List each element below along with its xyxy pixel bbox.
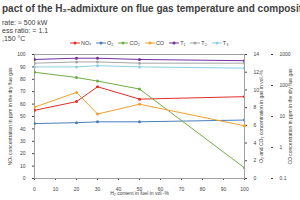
svg-text:0.1: 0.1 xyxy=(280,175,287,181)
html-text:T₂: T₂ xyxy=(201,40,207,46)
svg-text:40: 40 xyxy=(20,126,26,132)
html-text:,150 °C: ,150 °C xyxy=(2,35,26,42)
html-text:CO: CO xyxy=(155,40,165,46)
svg-text:0: 0 xyxy=(23,175,26,181)
svg-text:100: 100 xyxy=(17,51,26,57)
svg-text:20: 20 xyxy=(20,150,26,156)
html-text:T₃: T₃ xyxy=(222,40,229,46)
svg-text:90: 90 xyxy=(221,186,227,192)
svg-text:NOₓ concentration in ppm in th: NOₓ concentration in ppm in the dry flue… xyxy=(7,67,13,165)
svg-text:70: 70 xyxy=(20,88,26,94)
svg-text:80: 80 xyxy=(200,186,206,192)
svg-text:10: 10 xyxy=(253,86,260,93)
svg-text:50: 50 xyxy=(20,113,26,119)
svg-text:90: 90 xyxy=(20,64,26,70)
svg-text:30: 30 xyxy=(95,186,101,192)
svg-text:100: 100 xyxy=(240,186,249,192)
svg-text:1: 1 xyxy=(280,144,283,150)
svg-text:20: 20 xyxy=(74,186,80,192)
html-text:O₂: O₂ xyxy=(107,40,114,46)
svg-text:0: 0 xyxy=(33,186,36,192)
svg-text:14: 14 xyxy=(254,51,260,57)
html-text:rate: ≈ 500 kW: rate: ≈ 500 kW xyxy=(2,19,48,26)
svg-text:O₂ and CO₂ concentration in ga: O₂ and CO₂ concentration in gas in vol.-… xyxy=(258,69,264,163)
svg-text:70: 70 xyxy=(179,186,185,192)
html-text:CO₂: CO₂ xyxy=(129,40,140,46)
svg-text:2: 2 xyxy=(254,157,257,163)
svg-text:100: 100 xyxy=(279,82,288,89)
html-text:T₁: T₁ xyxy=(180,40,186,46)
svg-text:6: 6 xyxy=(254,122,257,128)
svg-text:12: 12 xyxy=(253,68,260,75)
html-text:ess ratio: = 1.1: ess ratio: = 1.1 xyxy=(2,27,49,34)
svg-text:80: 80 xyxy=(20,76,26,82)
svg-text:0: 0 xyxy=(254,175,257,181)
svg-text:1000: 1000 xyxy=(280,51,291,57)
svg-text:30: 30 xyxy=(20,138,26,144)
svg-text:60: 60 xyxy=(20,101,26,107)
svg-text:CO concentration in ppm in the: CO concentration in ppm in the dry flue … xyxy=(287,68,293,165)
svg-text:10: 10 xyxy=(53,186,59,192)
svg-text:10: 10 xyxy=(20,163,26,169)
svg-text:H₂ content in fuel in vol.-%: H₂ content in fuel in vol.-% xyxy=(110,190,169,196)
html-text:NOₓ: NOₓ xyxy=(81,40,92,46)
svg-text:10: 10 xyxy=(280,113,286,119)
svg-text:8: 8 xyxy=(254,104,257,110)
svg-text:4: 4 xyxy=(254,140,257,146)
